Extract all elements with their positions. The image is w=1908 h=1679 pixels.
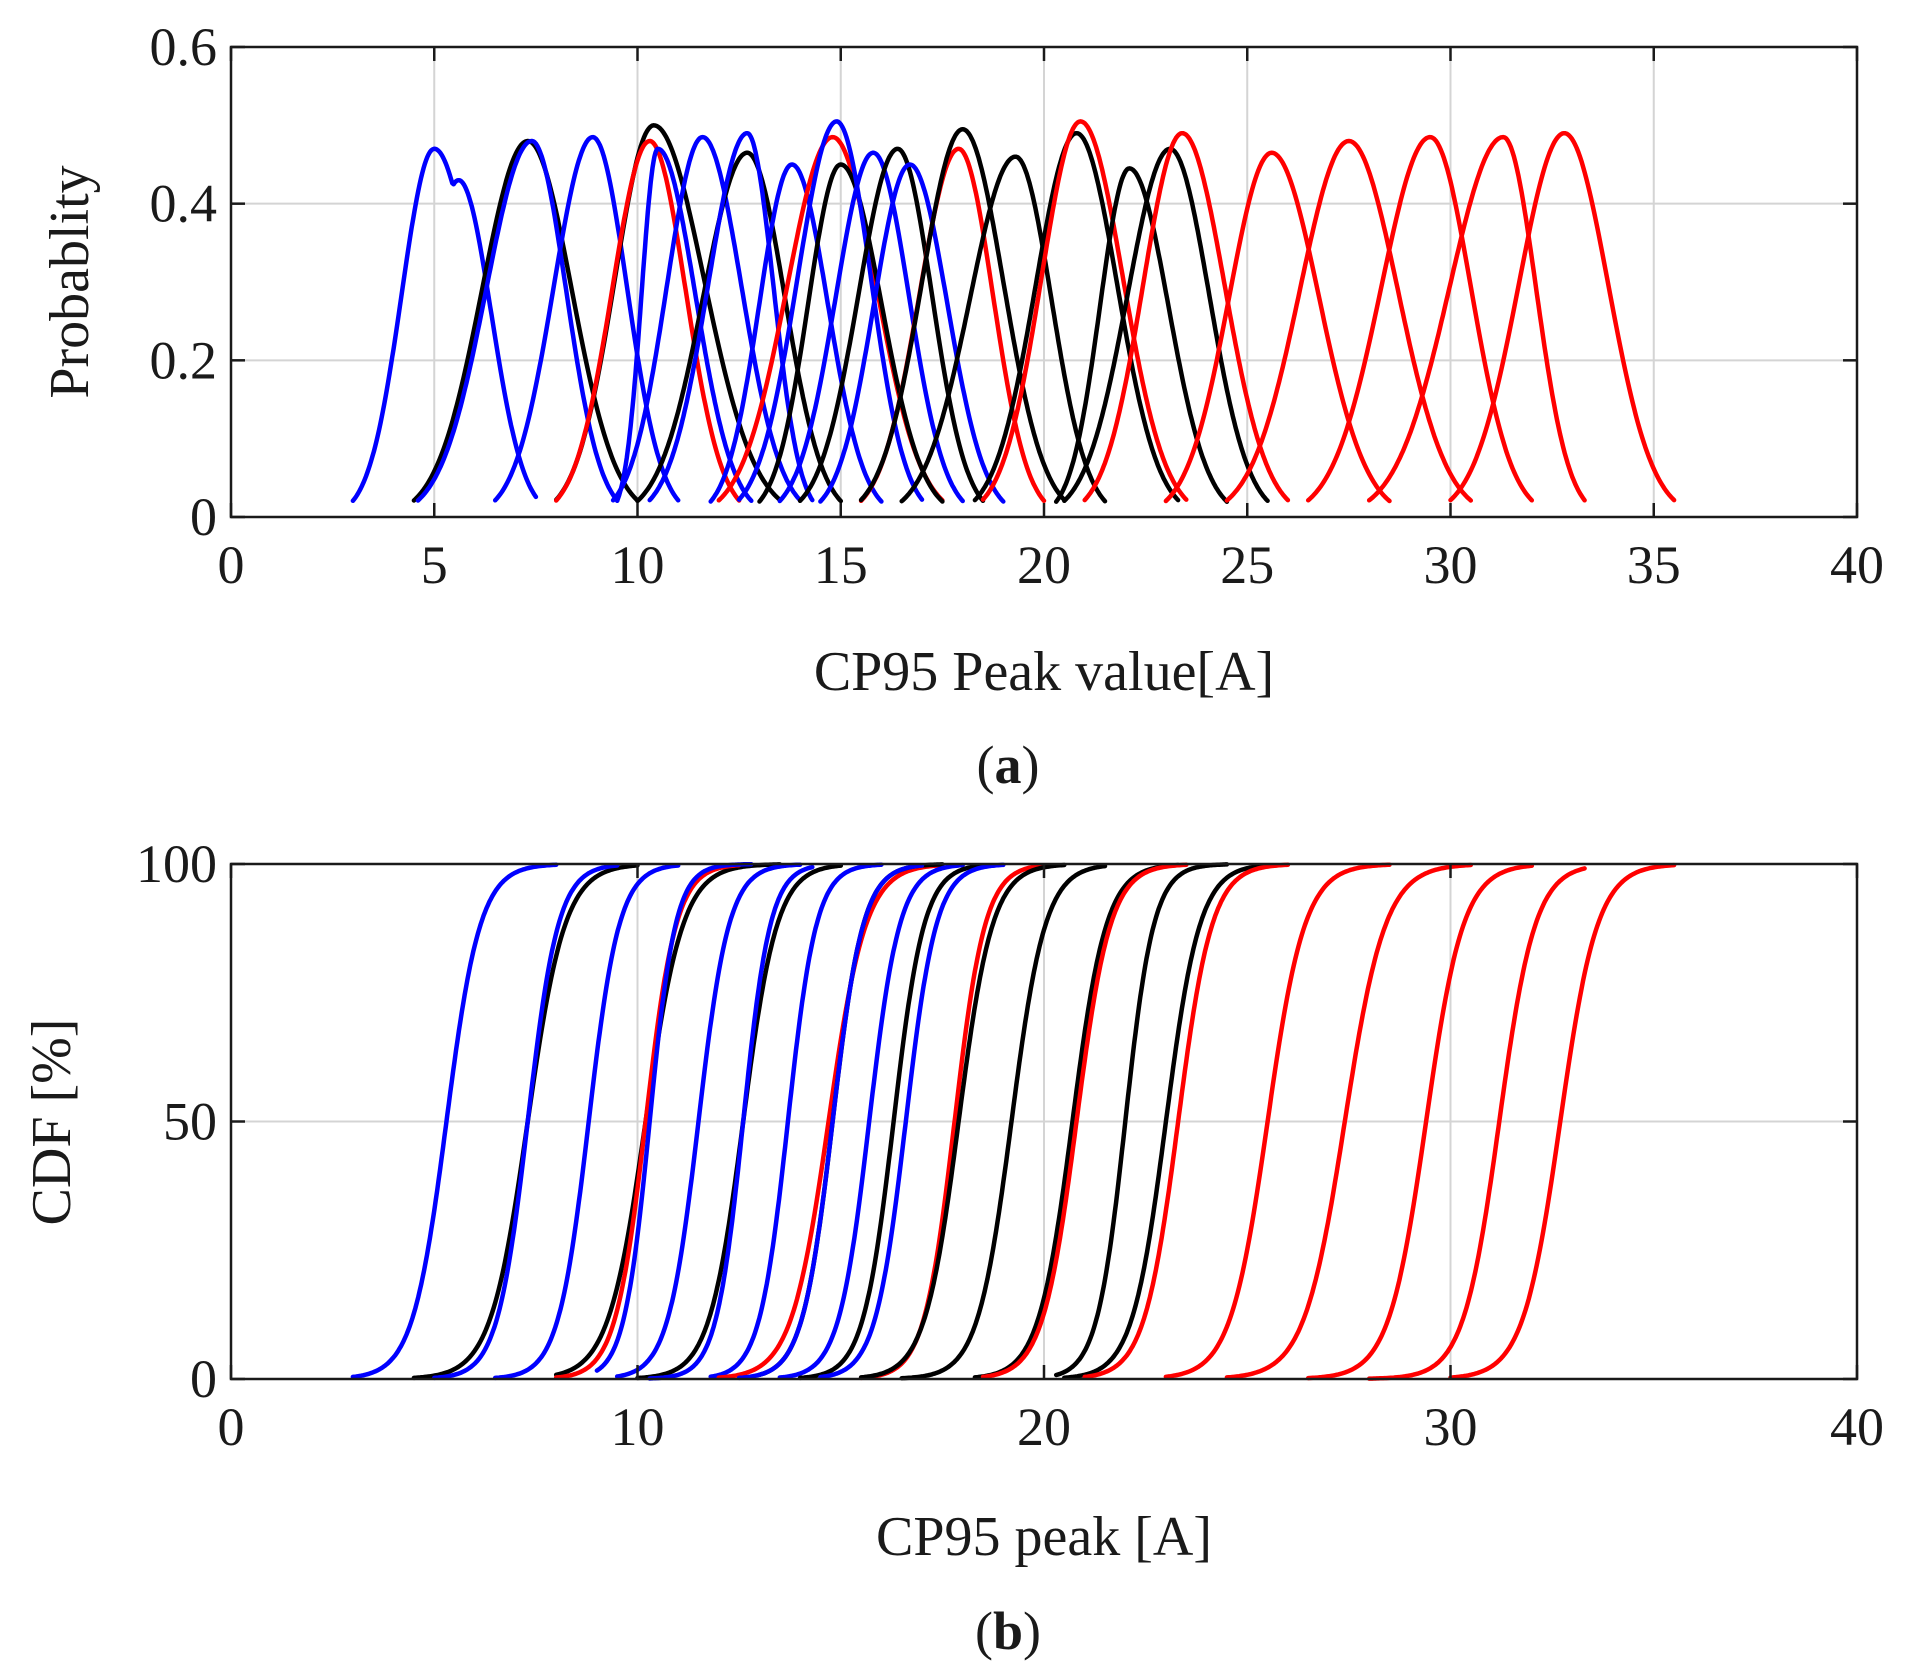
- panel-a-curve-red-30: [1448, 130, 1677, 503]
- panel-b-curve-red-25: [1082, 862, 1291, 1380]
- panel-a-y-tick-label: 0: [190, 487, 217, 547]
- panel-a-x-tick-label: 15: [814, 535, 868, 595]
- panel-a-curve-black-20: [899, 154, 1108, 504]
- panel-a-label: (a): [977, 735, 1040, 795]
- panel-a-ticks: [229, 45, 1859, 519]
- panel-b-curve-blue-17: [818, 862, 1006, 1380]
- panel-a-curve-red-26: [1163, 150, 1392, 504]
- panel-b-curve-blue-7: [594, 861, 754, 1373]
- panel-a-curve-blue-15: [777, 150, 965, 504]
- panel-b-curve-blue-15: [777, 862, 965, 1380]
- panel-a-y-axis-title: Probablity: [39, 165, 101, 398]
- panel-a-curve-red-22: [980, 119, 1189, 502]
- panel-b-x-tick-label: 10: [611, 1397, 665, 1457]
- panel-b-curve-blue-1: [350, 862, 559, 1380]
- panel-a-curve-blue-10: [647, 130, 815, 503]
- panel-b-x-tick-label: 30: [1424, 1397, 1478, 1457]
- panel-b-curve-black-5: [553, 862, 783, 1378]
- panel-b-label: (b): [975, 1601, 1041, 1661]
- panel-b-curve-red-22: [980, 862, 1189, 1380]
- panel-a-x-tick-labels: 0 5 10 15 20 25 30 35 40: [218, 535, 1885, 595]
- panel-a-curve-black-13: [757, 162, 945, 504]
- panel-b-curve-blue-4: [492, 863, 681, 1381]
- panel-b-curve-red-28: [1305, 863, 1535, 1381]
- panel-a-x-tick-label: 5: [421, 535, 448, 595]
- panel-a-x-tick-label: 10: [611, 535, 665, 595]
- panel-a-letter: a: [995, 735, 1022, 795]
- panel-a-curve-red-29: [1366, 134, 1587, 503]
- panel-b-curve-red-27: [1224, 862, 1474, 1380]
- panel-b-curve-red-6: [553, 862, 742, 1380]
- panel-a-curve-black-9: [635, 150, 844, 504]
- panel-a-curve-blue-14: [736, 119, 925, 502]
- panel-a-curve-blue-11: [708, 162, 884, 504]
- panel-b-curve-red-30: [1448, 862, 1677, 1380]
- panel-b-x-tick-label: 40: [1830, 1397, 1884, 1457]
- panel-b-letter: b: [993, 1601, 1023, 1661]
- panel-a-x-tick-label: 40: [1830, 535, 1884, 595]
- panel-a-grid: [231, 47, 1857, 517]
- panel-b-curve-black-16: [797, 863, 986, 1381]
- panel-a-curve-blue-3: [415, 138, 620, 503]
- panel-a-x-axis-title: CP95 Peak value[A]: [814, 641, 1274, 703]
- panel-b-y-tick-label: 0: [190, 1349, 217, 1409]
- panel-b-ticks: [229, 862, 1859, 1381]
- panel-b-x-tick-label: 20: [1017, 1397, 1071, 1457]
- panel-a-y-tick-label: 0.6: [150, 17, 218, 77]
- panel-a-curve-black-24: [1062, 146, 1270, 504]
- panel-b-curve-blue-8: [614, 862, 803, 1379]
- panel-a-curve-black-21: [972, 130, 1181, 503]
- panel-b-x-tick-labels: 0 10 20 30 40: [218, 1397, 1885, 1457]
- panel-a-y-tick-label: 0.4: [150, 174, 218, 234]
- panel-b-curve-black-23: [1053, 862, 1230, 1378]
- panel-b-curve-blue-11: [708, 862, 884, 1379]
- panel-a-curve-red-28: [1305, 134, 1535, 503]
- panel-a-y-tick-label: 0.2: [150, 330, 218, 390]
- panel-b-curve-blue-14: [736, 863, 925, 1381]
- panel-b-curve-red-26: [1163, 862, 1392, 1380]
- panel-a-curve-red-6: [553, 138, 742, 503]
- panel-b-curve-black-24: [1062, 863, 1270, 1380]
- panel-b-curves: [350, 861, 1677, 1381]
- panel-a-curve-black-23: [1053, 166, 1230, 504]
- panel-a-pdf-chart: 0 5 10 15 20 25 30 35 40 0 0.2 0.4 0.6 CP95 Peak va…: [39, 17, 1884, 795]
- panel-b-cdf-chart: 0 10 20 30 40 0 50 100 CP95 peak [A] CDF [%] (…: [21, 834, 1884, 1661]
- panel-b-y-tick-label: 50: [163, 1092, 217, 1152]
- panel-a-x-tick-label: 25: [1220, 535, 1274, 595]
- panel-a-x-tick-label: 35: [1627, 535, 1681, 595]
- panel-b-y-tick-labels: 0 50 100: [136, 834, 217, 1409]
- panel-b-curve-blue-10: [647, 864, 815, 1381]
- panel-a-curves: [350, 119, 1677, 504]
- panel-a-curve-blue-17: [818, 162, 1006, 504]
- panel-a-x-tick-label: 30: [1424, 535, 1478, 595]
- panel-a-curve-black-19: [858, 126, 1067, 503]
- panel-b-y-axis-title: CDF [%]: [21, 1019, 83, 1226]
- panel-a-curve-blue-1: [350, 146, 539, 504]
- panel-b-curve-black-20: [899, 863, 1108, 1381]
- panel-b-curve-red-29: [1366, 866, 1587, 1381]
- panel-a-x-tick-label: 20: [1017, 535, 1071, 595]
- panel-a-curve-red-27: [1224, 138, 1474, 503]
- panel-a-x-tick-label: 0: [218, 535, 245, 595]
- panel-a-curve-black-16: [797, 146, 986, 504]
- panel-b-curve-blue-3: [432, 863, 620, 1381]
- panel-a-y-tick-labels: 0 0.2 0.4 0.6: [150, 17, 218, 547]
- panel-b-x-axis-title: CP95 peak [A]: [876, 1506, 1212, 1568]
- panel-a-curve-red-25: [1082, 130, 1291, 503]
- panel-a-curve-blue-4: [492, 134, 681, 503]
- panel-b-curve-red-12: [716, 862, 945, 1380]
- panel-b-y-tick-label: 100: [136, 834, 217, 894]
- panel-b-curve-black-19: [858, 862, 1067, 1380]
- panel-b-x-tick-label: 0: [218, 1397, 245, 1457]
